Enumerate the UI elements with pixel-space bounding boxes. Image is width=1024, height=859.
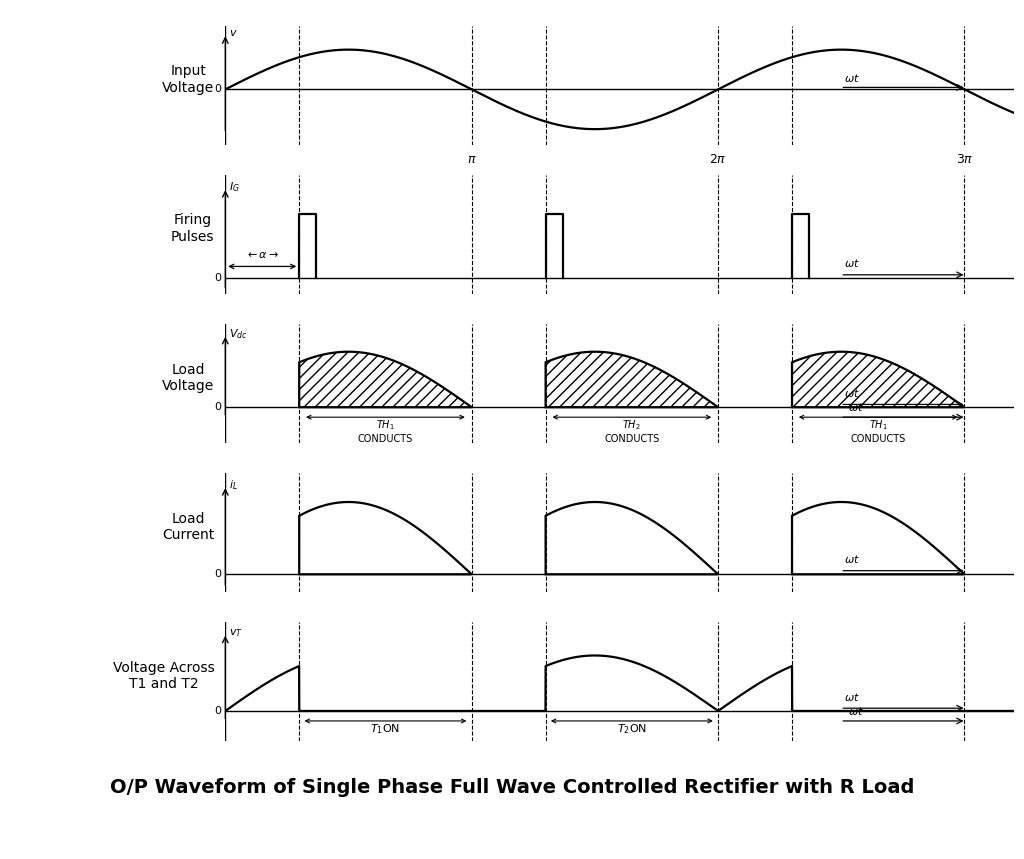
- Text: $\omega t$: $\omega t$: [844, 257, 860, 269]
- Polygon shape: [299, 351, 472, 407]
- Text: $3\pi$: $3\pi$: [955, 154, 973, 167]
- Text: $\omega t$: $\omega t$: [848, 704, 864, 716]
- Text: $\omega t$: $\omega t$: [844, 552, 860, 564]
- Text: Load
Voltage: Load Voltage: [162, 362, 214, 393]
- Text: $\omega t$: $\omega t$: [848, 401, 864, 412]
- Text: $\omega t$: $\omega t$: [844, 691, 860, 703]
- Text: $\omega t$: $\omega t$: [844, 387, 860, 399]
- Text: Input
Voltage: Input Voltage: [162, 64, 214, 94]
- Text: $T_2$ON: $T_2$ON: [616, 722, 647, 736]
- Text: $i_L$: $i_L$: [229, 478, 239, 492]
- Text: $V_{dc}$: $V_{dc}$: [229, 327, 248, 341]
- Text: Voltage Across
T1 and T2: Voltage Across T1 and T2: [113, 661, 214, 691]
- Text: 0: 0: [214, 273, 221, 283]
- Text: Load
Current: Load Current: [162, 512, 214, 542]
- Text: v: v: [229, 28, 236, 39]
- Text: $\pi$: $\pi$: [467, 154, 476, 167]
- Text: $T_1$ON: $T_1$ON: [371, 722, 400, 736]
- Text: 0: 0: [214, 84, 221, 94]
- Polygon shape: [792, 351, 965, 407]
- Text: $I_G$: $I_G$: [229, 180, 240, 194]
- Text: $TH_1$
CONDUCTS: $TH_1$ CONDUCTS: [357, 418, 413, 444]
- Text: $2\pi$: $2\pi$: [710, 154, 727, 167]
- Text: 0: 0: [214, 706, 221, 716]
- Text: $\leftarrow\alpha\rightarrow$: $\leftarrow\alpha\rightarrow$: [246, 250, 280, 260]
- Text: Firing
Pulses: Firing Pulses: [171, 213, 214, 244]
- Text: $TH_2$
CONDUCTS: $TH_2$ CONDUCTS: [604, 418, 659, 444]
- Text: $v_T$: $v_T$: [229, 627, 243, 639]
- Text: O/P Waveform of Single Phase Full Wave Controlled Rectifier with R Load: O/P Waveform of Single Phase Full Wave C…: [110, 778, 914, 797]
- Text: 0: 0: [214, 402, 221, 412]
- Text: $TH_1$
CONDUCTS: $TH_1$ CONDUCTS: [851, 418, 906, 444]
- Text: 0: 0: [214, 570, 221, 579]
- Polygon shape: [546, 351, 718, 407]
- Text: $\omega t$: $\omega t$: [844, 71, 860, 83]
